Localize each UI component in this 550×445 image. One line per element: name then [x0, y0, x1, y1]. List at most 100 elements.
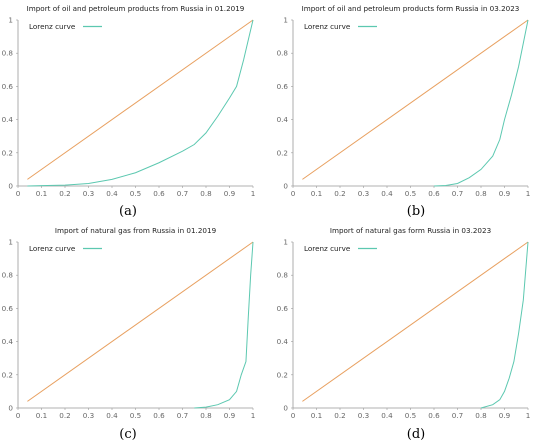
chart-title: Import of natural gas from Russia in 01.… [55, 226, 217, 235]
x-tick-label: 0.4 [106, 189, 118, 198]
y-tick-label: 0.6 [2, 304, 14, 313]
legend-label: Lorenz curve [304, 22, 351, 31]
chart-title: Import of oil and petroleum products for… [302, 4, 520, 13]
lorenz-curve-line [433, 19, 529, 187]
equality-line [27, 19, 254, 180]
x-tick-label: 0.2 [59, 411, 70, 420]
y-tick-label: 0.6 [2, 82, 14, 91]
legend: Lorenz curve [304, 22, 377, 31]
y-tick-label: 0 [283, 404, 288, 413]
x-tick-label: 0.8 [200, 411, 212, 420]
x-tick-label: 0.8 [200, 189, 212, 198]
y-tick-label: 1 [8, 16, 13, 25]
x-tick-label: 0.5 [405, 189, 416, 198]
x-tick-label: 0.6 [153, 189, 165, 198]
equality-line [27, 241, 254, 402]
chart-panel-c: Import of natural gas from Russia in 01.… [0, 222, 275, 444]
x-tick-label: 0.7 [452, 189, 463, 198]
x-tick-label: 0.2 [59, 189, 70, 198]
x-tick-label: 0.4 [381, 189, 393, 198]
y-tick-label: 0.2 [277, 370, 288, 379]
lorenz-curve-line [27, 19, 254, 187]
y-tick-label: 0.4 [2, 115, 14, 124]
legend-label: Lorenz curve [29, 244, 76, 253]
x-tick-label: 0.3 [358, 189, 369, 198]
y-tick-label: 0 [8, 404, 13, 413]
x-tick-label: 0 [16, 411, 21, 420]
y-tick-label: 0.8 [277, 49, 289, 58]
y-tick-label: 0.6 [277, 82, 289, 91]
x-tick-label: 0 [291, 189, 296, 198]
y-tick-label: 0.2 [277, 148, 288, 157]
x-tick-label: 0.7 [177, 189, 188, 198]
chart-caption-d: (d) [406, 427, 426, 442]
x-tick-label: 0.3 [358, 411, 369, 420]
y-tick-label: 0.2 [2, 148, 13, 157]
x-tick-label: 0.5 [130, 411, 141, 420]
chart-title: Import of oil and petroleum products fro… [27, 4, 245, 13]
x-tick-label: 0.1 [36, 189, 47, 198]
x-tick-label: 0.9 [499, 411, 511, 420]
y-tick-label: 0 [283, 182, 288, 191]
chart-panel-a: Import of oil and petroleum products fro… [0, 0, 275, 222]
x-tick-label: 0.4 [381, 411, 393, 420]
legend: Lorenz curve [29, 22, 102, 31]
chart-caption-a: (a) [119, 204, 137, 219]
equality-line [302, 19, 529, 180]
chart-svg-b: Import of oil and petroleum products for… [277, 4, 531, 198]
chart-title: Import of natural gas form Russia in 03.… [330, 226, 491, 235]
x-tick-label: 0.6 [153, 411, 165, 420]
legend-label: Lorenz curve [29, 22, 76, 31]
y-tick-label: 0.6 [277, 304, 289, 313]
x-tick-label: 0.2 [334, 189, 345, 198]
x-tick-label: 0.8 [475, 189, 487, 198]
x-tick-label: 0.1 [36, 411, 47, 420]
legend-label: Lorenz curve [304, 244, 351, 253]
y-tick-label: 1 [283, 16, 288, 25]
y-tick-label: 0.2 [2, 370, 13, 379]
x-tick-label: 0.7 [177, 411, 188, 420]
x-tick-label: 1 [526, 411, 531, 420]
x-tick-label: 0.6 [428, 411, 440, 420]
x-tick-label: 0.3 [83, 411, 94, 420]
x-tick-label: 0.8 [475, 411, 487, 420]
x-tick-label: 1 [251, 411, 256, 420]
x-tick-label: 0.9 [224, 189, 236, 198]
y-tick-label: 1 [283, 238, 288, 247]
x-tick-label: 0 [291, 411, 296, 420]
x-tick-label: 0.7 [452, 411, 463, 420]
x-tick-label: 0.2 [334, 411, 345, 420]
y-tick-label: 1 [8, 238, 13, 247]
x-tick-label: 0.5 [405, 411, 416, 420]
lorenz-curve-line [480, 241, 529, 409]
x-tick-label: 0 [16, 189, 21, 198]
y-tick-label: 0.4 [277, 337, 289, 346]
y-tick-label: 0.4 [277, 115, 289, 124]
y-tick-label: 0 [8, 182, 13, 191]
chart-panel-d: Import of natural gas form Russia in 03.… [275, 222, 550, 444]
x-tick-label: 0.9 [499, 189, 511, 198]
legend: Lorenz curve [29, 244, 102, 253]
x-tick-label: 0.3 [83, 189, 94, 198]
chart-caption-b: (b) [406, 204, 426, 219]
x-tick-label: 1 [251, 189, 256, 198]
equality-line [302, 241, 529, 402]
x-tick-label: 0.6 [428, 189, 440, 198]
x-tick-label: 0.9 [224, 411, 236, 420]
y-tick-label: 0.4 [2, 337, 14, 346]
x-tick-label: 0.1 [311, 411, 322, 420]
x-tick-label: 0.5 [130, 189, 141, 198]
chart-caption-c: (c) [119, 427, 137, 442]
chart-panel-b: Import of oil and petroleum products for… [275, 0, 550, 222]
chart-svg-a: Import of oil and petroleum products fro… [2, 4, 256, 198]
x-tick-label: 1 [526, 189, 531, 198]
y-tick-label: 0.8 [277, 271, 289, 280]
y-tick-label: 0.8 [2, 271, 14, 280]
x-tick-label: 0.1 [311, 189, 322, 198]
chart-svg-d: Import of natural gas form Russia in 03.… [277, 226, 531, 420]
y-tick-label: 0.8 [2, 49, 14, 58]
x-tick-label: 0.4 [106, 411, 118, 420]
chart-svg-c: Import of natural gas from Russia in 01.… [2, 226, 256, 420]
legend: Lorenz curve [304, 244, 377, 253]
lorenz-curve-line [194, 241, 254, 409]
